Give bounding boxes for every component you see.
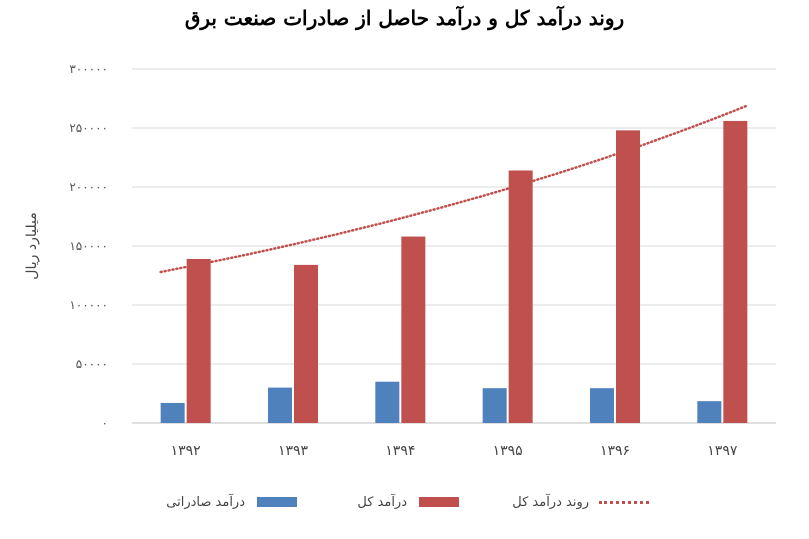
y-tick-label: ۳۰۰۰۰۰	[69, 62, 108, 76]
legend-swatch-trend	[599, 500, 649, 504]
chart-title: روند درآمد کل و درآمد حاصل از صادرات صنع…	[184, 6, 625, 30]
y-axis-title: میلیارد ریال	[24, 212, 40, 279]
y-tick-label: ۰	[102, 416, 108, 430]
legend-item-trend: روند درآمد کل	[512, 490, 649, 514]
bar-total	[186, 258, 211, 423]
trendline	[159, 104, 749, 274]
legend-swatch-total	[419, 497, 459, 507]
y-tick-label: ۲۰۰۰۰۰	[69, 180, 108, 194]
bar-total	[508, 170, 533, 423]
bar-export	[697, 401, 722, 423]
x-category-label: ۱۳۹۶	[600, 443, 630, 459]
y-tick-label: ۲۵۰۰۰۰	[69, 121, 108, 135]
legend-item-total: درآمد کل	[357, 490, 459, 514]
legend: درآمد صادراتی درآمد کل روند درآمد کل	[0, 490, 809, 514]
y-axis-ticks: ۰ ۵۰۰۰۰ ۱۰۰۰۰۰ ۱۵۰۰۰۰ ۲۰۰۰۰۰ ۲۵۰۰۰۰ ۳۰۰۰۰۰	[69, 62, 108, 430]
bar-export	[482, 388, 507, 423]
x-category-label: ۱۳۹۴	[385, 443, 415, 459]
gridlines	[132, 68, 776, 424]
bars	[160, 120, 748, 424]
bar-export	[375, 381, 400, 423]
bar-export	[590, 388, 614, 423]
legend-label-total: درآمد کل	[357, 494, 407, 510]
trendline-path	[159, 104, 749, 274]
legend-swatch-export	[257, 497, 297, 507]
x-category-label: ۱۳۹۵	[493, 443, 523, 459]
x-category-label: ۱۳۹۳	[278, 443, 309, 459]
bar-total	[294, 264, 318, 423]
bar-export	[160, 402, 185, 423]
legend-label-trend: روند درآمد کل	[512, 494, 589, 510]
legend-label-export: درآمد صادراتی	[166, 494, 245, 510]
y-tick-label: ۵۰۰۰۰	[76, 357, 108, 371]
bar-total	[723, 120, 748, 424]
x-category-label: ۱۳۹۷	[707, 443, 738, 459]
x-category-label: ۱۳۹۲	[171, 443, 201, 459]
y-tick-label: ۱۰۰۰۰۰	[69, 298, 108, 312]
legend-item-export: درآمد صادراتی	[166, 490, 297, 514]
bar-total	[616, 130, 640, 424]
x-axis-categories: ۱۳۹۲ ۱۳۹۳ ۱۳۹۴ ۱۳۹۵ ۱۳۹۶ ۱۳۹۷	[171, 443, 738, 459]
bar-export	[268, 387, 292, 423]
bar-total	[401, 236, 426, 423]
y-tick-label: ۱۵۰۰۰۰	[69, 239, 108, 253]
